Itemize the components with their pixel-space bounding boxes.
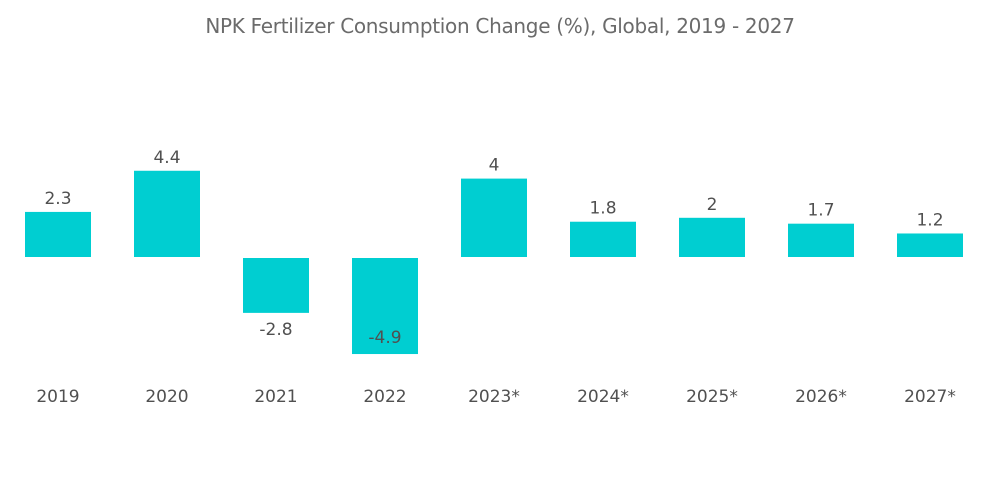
bar-2020 [134,170,200,257]
data-label: 4.4 [153,148,180,168]
bar-2024 [570,221,636,257]
bar-2023 [461,178,527,257]
x-tick-label: 2027* [904,387,956,407]
x-tick-label: 2022 [363,387,406,407]
data-labels-group: 2.3 4.4 -2.8 -4.9 4 1.8 2 1.7 1.2 [44,148,943,348]
bar-2027 [897,233,963,257]
x-tick-label: 2019 [36,387,79,407]
bar-2019 [25,211,91,257]
x-tick-label: 2024* [577,387,629,407]
bar-2022 [352,258,418,355]
data-label: -2.8 [259,320,292,340]
data-label: 1.7 [807,201,834,221]
bars-group [25,170,963,355]
bar-2025 [679,217,745,257]
x-tick-label: 2020 [145,387,188,407]
x-tick-label: 2025* [686,387,738,407]
x-tick-label: 2026* [795,387,847,407]
data-label: 1.2 [916,210,943,230]
data-label: -4.9 [368,328,401,348]
x-axis-ticks: 2019 2020 2021 2022 2023* 2024* 2025* 2026* 2027… [36,387,956,407]
chart-title: NPK Fertilizer Consumption Change (%), G… [205,14,795,38]
data-label: 1.8 [589,199,616,219]
bar-2026 [788,223,854,257]
data-label: 2.3 [44,189,71,209]
x-tick-label: 2021 [254,387,297,407]
data-label: 2 [707,195,718,215]
x-tick-label: 2023* [468,387,520,407]
data-label: 4 [489,156,500,176]
bar-2021 [243,258,309,313]
